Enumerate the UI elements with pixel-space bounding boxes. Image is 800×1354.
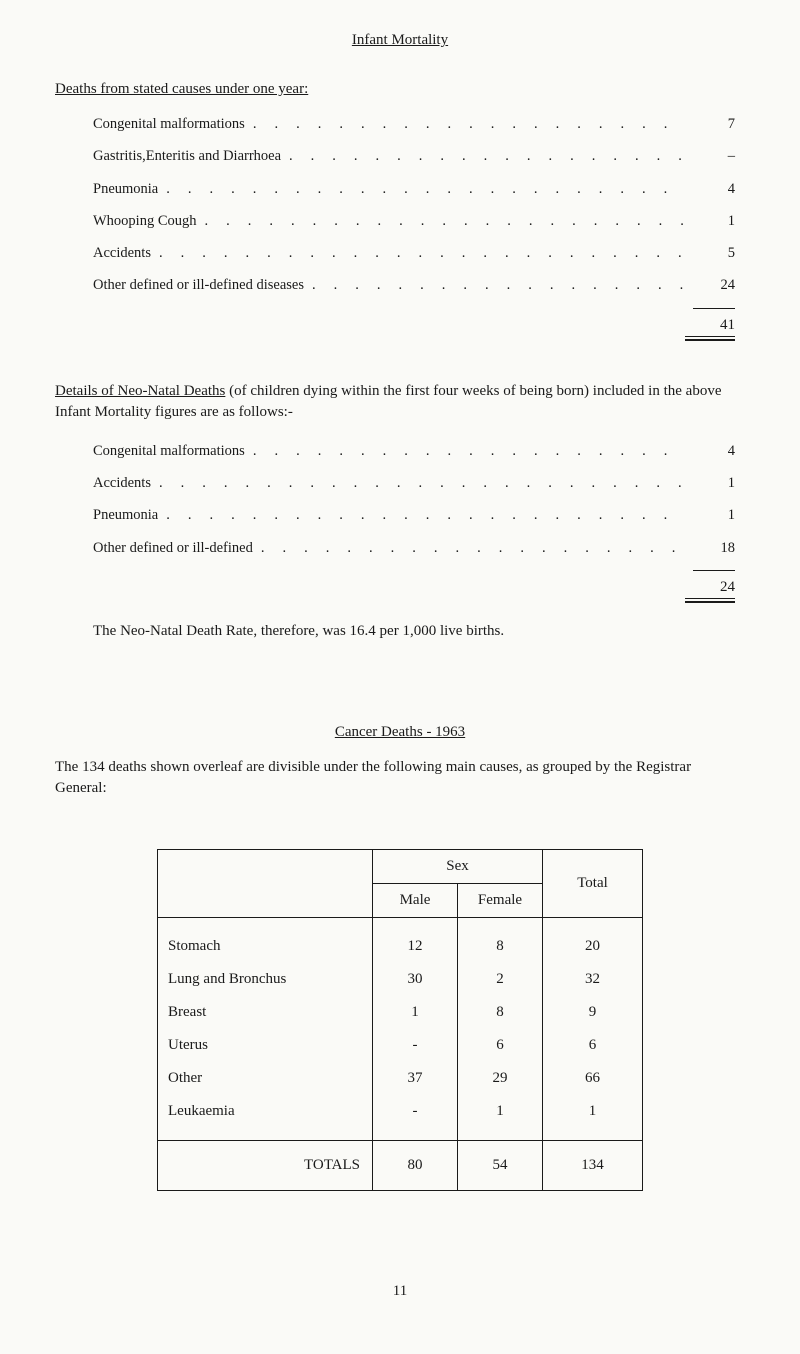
stated-causes-heading: Deaths from stated causes under one year…	[55, 79, 745, 100]
cancer-male-cell: 1	[373, 996, 458, 1029]
list-item: Accidents.......................... 5	[93, 243, 735, 263]
dot-leader: ..........................	[166, 505, 685, 525]
cancer-cause-header-blank	[158, 849, 373, 917]
cancer-total-cell: 66	[543, 1062, 643, 1095]
list-item-label: Gastritis,Enteritis and Diarrhoea	[93, 146, 281, 166]
cancer-total-cell: 9	[543, 996, 643, 1029]
cancer-male-cell: -	[373, 1095, 458, 1141]
list-item-value: –	[693, 146, 735, 166]
list-item-value: 5	[693, 243, 735, 263]
cancer-lead: The 134 deaths shown overleaf are divisi…	[55, 757, 745, 799]
cancer-female-cell: 29	[458, 1062, 543, 1095]
list-item: Congenital malformations................…	[93, 441, 735, 461]
cancer-female-cell: 2	[458, 963, 543, 996]
neonatal-heading: Details of Neo-Natal Deaths (of children…	[55, 381, 745, 423]
cancer-total-cell: 20	[543, 917, 643, 963]
list-item: Pneumonia.......................... 4	[93, 179, 735, 199]
list-item: Accidents.......................... 1	[93, 473, 735, 493]
dot-leader: ..........................	[253, 114, 685, 134]
table-row: Uterus-66	[158, 1029, 643, 1062]
list-item-label: Accidents	[93, 473, 151, 493]
table-row: Lung and Bronchus30232	[158, 963, 643, 996]
neonatal-list: Congenital malformations................…	[55, 441, 745, 558]
stated-total-block: 41	[55, 308, 745, 341]
cancer-male-cell: 37	[373, 1062, 458, 1095]
list-item-label: Accidents	[93, 243, 151, 263]
cancer-totals-label: TOTALS	[158, 1140, 373, 1190]
list-item-value: 4	[693, 441, 735, 461]
table-row: Stomach12820	[158, 917, 643, 963]
cancer-totals-total: 134	[543, 1140, 643, 1190]
cancer-cause-cell: Lung and Bronchus	[158, 963, 373, 996]
table-row: Other372966	[158, 1062, 643, 1095]
dot-leader: ..........................	[166, 179, 685, 199]
cancer-cause-cell: Uterus	[158, 1029, 373, 1062]
neonatal-total: 24	[693, 577, 735, 598]
list-item-label: Pneumonia	[93, 179, 158, 199]
dot-leader: ..........................	[261, 538, 685, 558]
neonatal-total-block: 24	[55, 570, 745, 603]
cancer-totals-male: 80	[373, 1140, 458, 1190]
list-item: Congenital malformations................…	[93, 114, 735, 134]
dot-leader: ..........................	[159, 473, 685, 493]
cancer-female-header: Female	[458, 883, 543, 917]
stated-total: 41	[693, 315, 735, 336]
cancer-total-cell: 6	[543, 1029, 643, 1062]
dot-leader: ..........................	[205, 211, 685, 231]
page-title: Infant Mortality	[55, 30, 745, 51]
list-item-label: Pneumonia	[93, 505, 158, 525]
list-item-value: 7	[693, 114, 735, 134]
table-row: Breast189	[158, 996, 643, 1029]
cancer-total-header: Total	[543, 849, 643, 917]
list-item-label: Other defined or ill-defined	[93, 538, 253, 558]
cancer-sex-header: Sex	[373, 849, 543, 883]
cancer-female-cell: 6	[458, 1029, 543, 1062]
cancer-table: Sex Total Male Female Stomach12820Lung a…	[157, 849, 643, 1191]
list-item-label: Congenital malformations	[93, 441, 245, 461]
list-item: Whooping Cough..........................…	[93, 211, 735, 231]
stated-causes-list: Congenital malformations................…	[55, 114, 745, 296]
cancer-male-header: Male	[373, 883, 458, 917]
cancer-female-cell: 8	[458, 996, 543, 1029]
dot-leader: ..........................	[159, 243, 685, 263]
list-item-value: 18	[693, 538, 735, 558]
cancer-cause-cell: Stomach	[158, 917, 373, 963]
list-item-value: 1	[693, 473, 735, 493]
cancer-male-cell: 30	[373, 963, 458, 996]
neonatal-rate-line: The Neo-Natal Death Rate, therefore, was…	[55, 621, 745, 642]
dot-leader: ..........................	[289, 146, 685, 166]
cancer-total-cell: 1	[543, 1095, 643, 1141]
list-item: Other defined or ill-defined diseases...…	[93, 275, 735, 295]
page-number: 11	[55, 1281, 745, 1302]
list-item-value: 24	[693, 275, 735, 295]
cancer-cause-cell: Breast	[158, 996, 373, 1029]
list-item: Other defined or ill-defined............…	[93, 538, 735, 558]
list-item-value: 1	[693, 505, 735, 525]
cancer-totals-female: 54	[458, 1140, 543, 1190]
dot-leader: ..........................	[312, 275, 685, 295]
cancer-total-cell: 32	[543, 963, 643, 996]
dot-leader: ..........................	[253, 441, 685, 461]
neonatal-heading-underlined: Details of Neo-Natal Deaths	[55, 383, 225, 399]
cancer-cause-cell: Leukaemia	[158, 1095, 373, 1141]
table-row: Leukaemia-11	[158, 1095, 643, 1141]
list-item: Gastritis,Enteritis and Diarrhoea.......…	[93, 146, 735, 166]
cancer-male-cell: -	[373, 1029, 458, 1062]
list-item-label: Congenital malformations	[93, 114, 245, 134]
cancer-cause-cell: Other	[158, 1062, 373, 1095]
list-item-value: 1	[693, 211, 735, 231]
list-item: Pneumonia.......................... 1	[93, 505, 735, 525]
list-item-label: Whooping Cough	[93, 211, 197, 231]
cancer-male-cell: 12	[373, 917, 458, 963]
cancer-female-cell: 1	[458, 1095, 543, 1141]
cancer-female-cell: 8	[458, 917, 543, 963]
list-item-label: Other defined or ill-defined diseases	[93, 275, 304, 295]
cancer-heading: Cancer Deaths - 1963	[55, 722, 745, 743]
list-item-value: 4	[693, 179, 735, 199]
